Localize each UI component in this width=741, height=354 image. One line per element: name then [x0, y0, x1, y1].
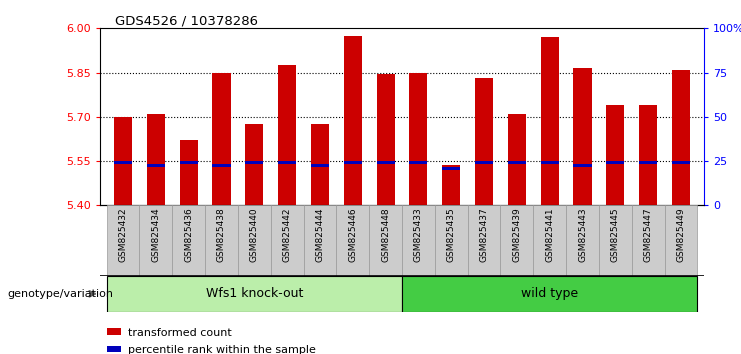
Bar [213, 73, 230, 205]
Bar [245, 161, 263, 164]
Bar [672, 70, 690, 205]
Text: GSM825445: GSM825445 [611, 207, 619, 262]
Bar [632, 205, 665, 276]
Bar [278, 65, 296, 205]
Bar [409, 161, 428, 164]
Bar [402, 276, 697, 312]
Bar [606, 105, 625, 205]
Bar [147, 114, 165, 205]
Text: GSM825442: GSM825442 [282, 207, 292, 262]
Text: wild type: wild type [521, 287, 578, 300]
Bar [541, 37, 559, 205]
Text: GSM825440: GSM825440 [250, 207, 259, 262]
Bar [344, 36, 362, 205]
Text: transformed count: transformed count [128, 328, 232, 338]
Bar [245, 124, 263, 205]
Text: genotype/variation: genotype/variation [7, 289, 113, 299]
Text: GDS4526 / 10378286: GDS4526 / 10378286 [115, 14, 258, 27]
Bar [278, 161, 296, 164]
Bar [508, 161, 526, 164]
Text: GSM825433: GSM825433 [414, 207, 423, 262]
Bar [541, 161, 559, 164]
Text: GSM825436: GSM825436 [185, 207, 193, 262]
Bar [179, 161, 198, 164]
Bar [639, 161, 657, 164]
Text: GSM825437: GSM825437 [479, 207, 488, 262]
Bar [376, 74, 395, 205]
Bar [114, 161, 132, 164]
Text: percentile rank within the sample: percentile rank within the sample [128, 346, 316, 354]
Bar [409, 73, 428, 205]
Bar [574, 164, 591, 167]
Text: GSM825441: GSM825441 [545, 207, 554, 262]
Bar [566, 205, 599, 276]
Bar [213, 164, 230, 167]
Text: GSM825448: GSM825448 [381, 207, 390, 262]
Bar [606, 161, 625, 164]
Bar [442, 167, 460, 170]
Text: GSM825438: GSM825438 [217, 207, 226, 262]
Bar [442, 166, 460, 205]
Bar [599, 205, 632, 276]
Bar [107, 205, 139, 276]
Bar [369, 205, 402, 276]
Bar [172, 205, 205, 276]
Bar [468, 205, 500, 276]
Text: GSM825443: GSM825443 [578, 207, 587, 262]
Bar [311, 124, 329, 205]
Bar [107, 276, 402, 312]
Bar [147, 164, 165, 167]
Bar [639, 105, 657, 205]
Bar [672, 161, 690, 164]
Bar [139, 205, 172, 276]
Text: Wfs1 knock-out: Wfs1 knock-out [205, 287, 303, 300]
Text: GSM825444: GSM825444 [316, 207, 325, 262]
Text: GSM825449: GSM825449 [677, 207, 685, 262]
Bar [508, 114, 526, 205]
Text: GSM825439: GSM825439 [512, 207, 522, 262]
Bar [114, 117, 132, 205]
Text: GSM825446: GSM825446 [348, 207, 357, 262]
Bar [574, 68, 591, 205]
Bar [435, 205, 468, 276]
Bar [304, 205, 336, 276]
Bar [402, 205, 435, 276]
Bar [344, 161, 362, 164]
Bar [475, 161, 493, 164]
Bar [475, 79, 493, 205]
Text: GSM825432: GSM825432 [119, 207, 127, 262]
Bar [311, 164, 329, 167]
Bar [238, 205, 270, 276]
Bar [500, 205, 534, 276]
Bar [665, 205, 697, 276]
Bar [179, 141, 198, 205]
Bar [270, 205, 304, 276]
Text: GSM825435: GSM825435 [447, 207, 456, 262]
Bar [534, 205, 566, 276]
Text: GSM825447: GSM825447 [644, 207, 653, 262]
Bar [205, 205, 238, 276]
Text: GSM825434: GSM825434 [151, 207, 160, 262]
Bar [336, 205, 369, 276]
Bar [376, 161, 395, 164]
